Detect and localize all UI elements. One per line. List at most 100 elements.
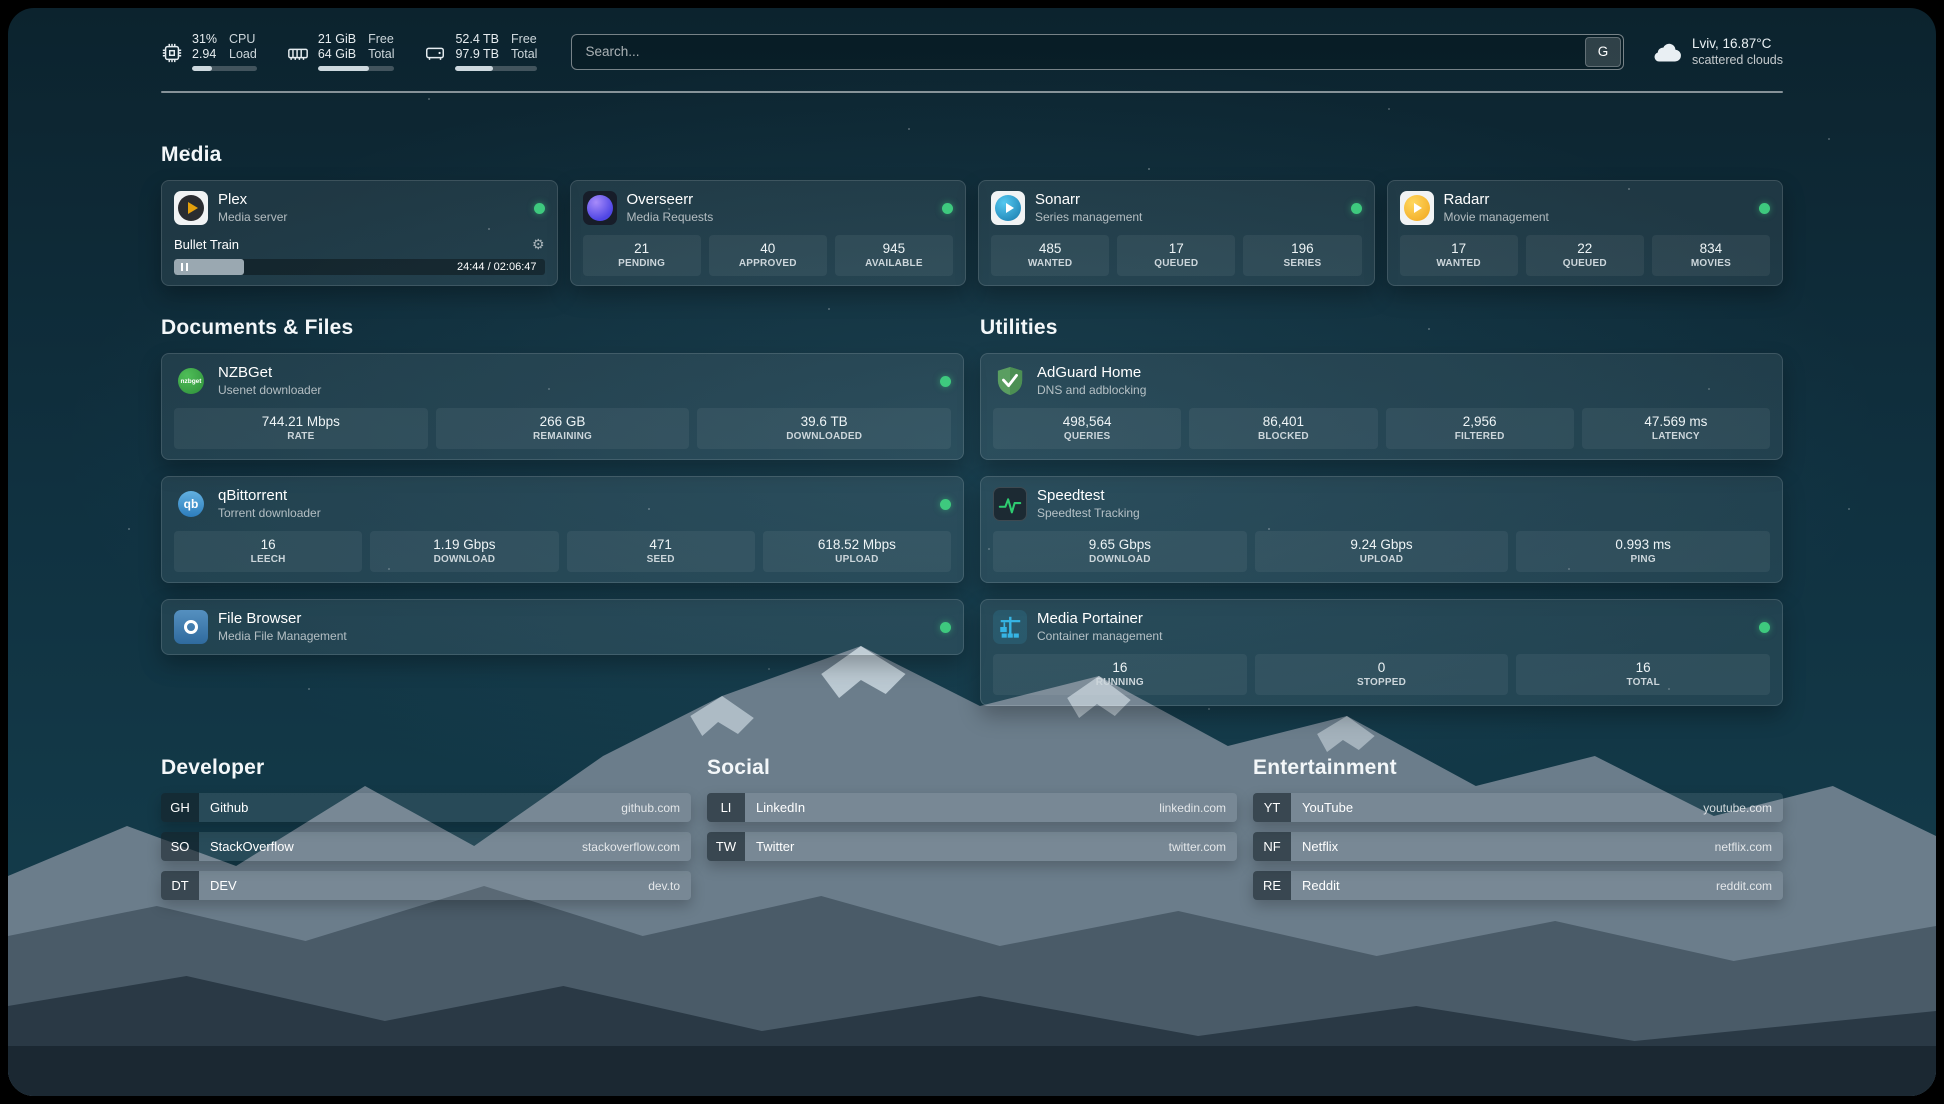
- status-indicator: [1350, 202, 1362, 214]
- now-playing-title: Bullet Train: [174, 237, 240, 252]
- stat: 39.6 TB DOWNLOADED: [697, 408, 952, 449]
- bookmark-reddit[interactable]: RE Reddit reddit.com: [1253, 871, 1783, 900]
- service-card-plex[interactable]: Plex Media server Bullet Train ⚙: [161, 180, 558, 286]
- bookmark-github[interactable]: GH Github github.com: [161, 793, 691, 822]
- service-card-overseerr[interactable]: Overseerr Media Requests 21 PENDING 40 APP…: [569, 180, 966, 286]
- service-name: Sonarr: [1035, 191, 1081, 208]
- stat: 16 RUNNING: [993, 654, 1247, 695]
- playback-progress-bar[interactable]: 24:44 / 02:06:47: [174, 259, 545, 275]
- stat: 498,564 QUERIES: [993, 408, 1182, 449]
- bookmark-url: reddit.com: [1715, 878, 1772, 893]
- header-divider: [161, 91, 1783, 93]
- section-title-media: Media: [161, 143, 222, 166]
- bookmark-name: DEV: [210, 878, 237, 893]
- stat: 22 QUEUED: [1525, 235, 1644, 276]
- bookmark-name: Twitter: [756, 839, 795, 854]
- adguard-icon: [993, 364, 1027, 398]
- stat: 1.19 Gbps DOWNLOAD: [370, 531, 559, 572]
- bookmark-dev[interactable]: DT DEV dev.to: [161, 871, 691, 900]
- stat: 2,956 FILTERED: [1385, 408, 1574, 449]
- service-card-sonarr[interactable]: Sonarr Series management 485 WANTED 17 QUE…: [978, 180, 1375, 286]
- bookmark-abbr: RE: [1253, 871, 1291, 900]
- stat: 0.993 ms PING: [1516, 531, 1771, 572]
- service-name: Overseerr: [626, 191, 694, 208]
- status-indicator: [940, 621, 951, 633]
- service-subtitle: Speedtest Tracking: [1037, 506, 1140, 520]
- bookmark-url: twitter.com: [1168, 839, 1226, 854]
- bookmark-name: YouTube: [1302, 800, 1354, 815]
- weather-widget: Lviv, 16.87°C scattered clouds: [1650, 35, 1783, 69]
- ram-widget: 21 GiB 64 GiB Free Total: [287, 32, 395, 71]
- portainer-icon: [993, 610, 1027, 644]
- bookmark-url: youtube.com: [1703, 800, 1772, 815]
- bookmark-abbr: YT: [1253, 793, 1291, 822]
- sonarr-icon: [991, 191, 1025, 225]
- section-title-utilities: Utilities: [980, 316, 1058, 339]
- top-bar: 31% 2.94 CPU Load 21 GiB 64 GiB Free Total: [161, 32, 1783, 71]
- service-card-nzbget[interactable]: nzbget NZBGet Usenet downloader 744.21 M…: [161, 353, 964, 460]
- service-subtitle: Movie management: [1443, 210, 1549, 224]
- status-indicator: [533, 202, 545, 214]
- service-card-portainer[interactable]: Media Portainer Container management 16 R…: [980, 599, 1783, 706]
- service-subtitle: Torrent downloader: [218, 506, 321, 520]
- plex-icon: [174, 191, 208, 225]
- bookmark-stackoverflow[interactable]: SO StackOverflow stackoverflow.com: [161, 832, 691, 861]
- bookmark-twitter[interactable]: TW Twitter twitter.com: [707, 832, 1237, 861]
- bookmark-youtube[interactable]: YT YouTube youtube.com: [1253, 793, 1783, 822]
- status-indicator: [940, 375, 951, 387]
- service-card-qbittorrent[interactable]: qb qBittorrent Torrent downloader 16 LEEC…: [161, 476, 964, 583]
- stat: 40 APPROVED: [708, 235, 827, 276]
- stat: 945 AVAILABLE: [834, 235, 954, 276]
- service-name: Media Portainer: [1037, 610, 1143, 627]
- status-indicator: [942, 202, 953, 214]
- bookmark-abbr: TW: [707, 832, 745, 861]
- service-name: AdGuard Home: [1037, 364, 1142, 381]
- service-card-adguard[interactable]: AdGuard Home DNS and adblocking 498,564 Q…: [980, 353, 1783, 460]
- ram-total: 64 GiB: [317, 47, 357, 61]
- bookmark-url: dev.to: [648, 878, 680, 893]
- bookmark-group-developer: Developer GH Github github.com SO StackO…: [161, 756, 691, 900]
- service-name: Speedtest: [1037, 487, 1105, 504]
- service-card-radarr[interactable]: Radarr Movie management 17 WANTED 22 QUEUE…: [1386, 180, 1783, 286]
- status-indicator: [1759, 202, 1770, 214]
- bookmark-netflix[interactable]: NF Netflix netflix.com: [1253, 832, 1783, 861]
- search-provider-button[interactable]: G: [1584, 36, 1621, 67]
- bookmark-linkedin[interactable]: LI LinkedIn linkedin.com: [707, 793, 1237, 822]
- bookmark-abbr: GH: [161, 793, 199, 822]
- speedtest-icon: [993, 487, 1027, 521]
- bookmark-name: StackOverflow: [210, 839, 294, 854]
- pause-icon[interactable]: [181, 263, 188, 271]
- qbittorrent-icon: qb: [174, 487, 208, 521]
- bookmark-url: stackoverflow.com: [581, 839, 680, 854]
- disk-widget: 52.4 TB 97.9 TB Free Total: [424, 32, 538, 71]
- disk-total: 97.9 TB: [455, 47, 500, 61]
- weather-location: Lviv, 16.87°C: [1691, 35, 1772, 51]
- settings-gear-icon[interactable]: ⚙: [531, 236, 545, 252]
- section-title-social: Social: [707, 756, 771, 779]
- service-card-filebrowser[interactable]: File Browser Media File Management: [161, 599, 964, 655]
- service-name: qBittorrent: [218, 487, 288, 504]
- service-subtitle: Media server: [218, 210, 288, 224]
- service-name: NZBGet: [218, 364, 273, 381]
- stat: 471 SEED: [566, 531, 755, 572]
- service-subtitle: DNS and adblocking: [1037, 383, 1147, 397]
- stat: 86,401 BLOCKED: [1189, 408, 1378, 449]
- cpu-load: 2.94: [192, 47, 217, 61]
- section-utilities: Utilities AdGu: [980, 316, 1783, 706]
- status-indicator: [1759, 621, 1770, 633]
- disk-icon: [426, 47, 445, 60]
- cloud-icon: [1654, 43, 1681, 62]
- bookmark-name: Github: [210, 800, 249, 815]
- service-subtitle: Media File Management: [218, 629, 347, 643]
- playback-time: 24:44 / 02:06:47: [456, 261, 537, 273]
- search-input[interactable]: [571, 33, 1624, 70]
- bookmark-name: Reddit: [1302, 878, 1340, 893]
- stat: 266 GB REMAINING: [435, 408, 690, 449]
- stat: 16 LEECH: [174, 531, 363, 572]
- section-title-entertainment: Entertainment: [1253, 756, 1397, 779]
- playback-progress-fill: [174, 259, 245, 275]
- ram-usage-bar: [317, 66, 395, 71]
- service-card-speedtest[interactable]: Speedtest Speedtest Tracking 9.65 Gbps DO…: [980, 476, 1783, 583]
- weather-condition: scattered clouds: [1691, 52, 1783, 67]
- stat: 9.24 Gbps UPLOAD: [1254, 531, 1509, 572]
